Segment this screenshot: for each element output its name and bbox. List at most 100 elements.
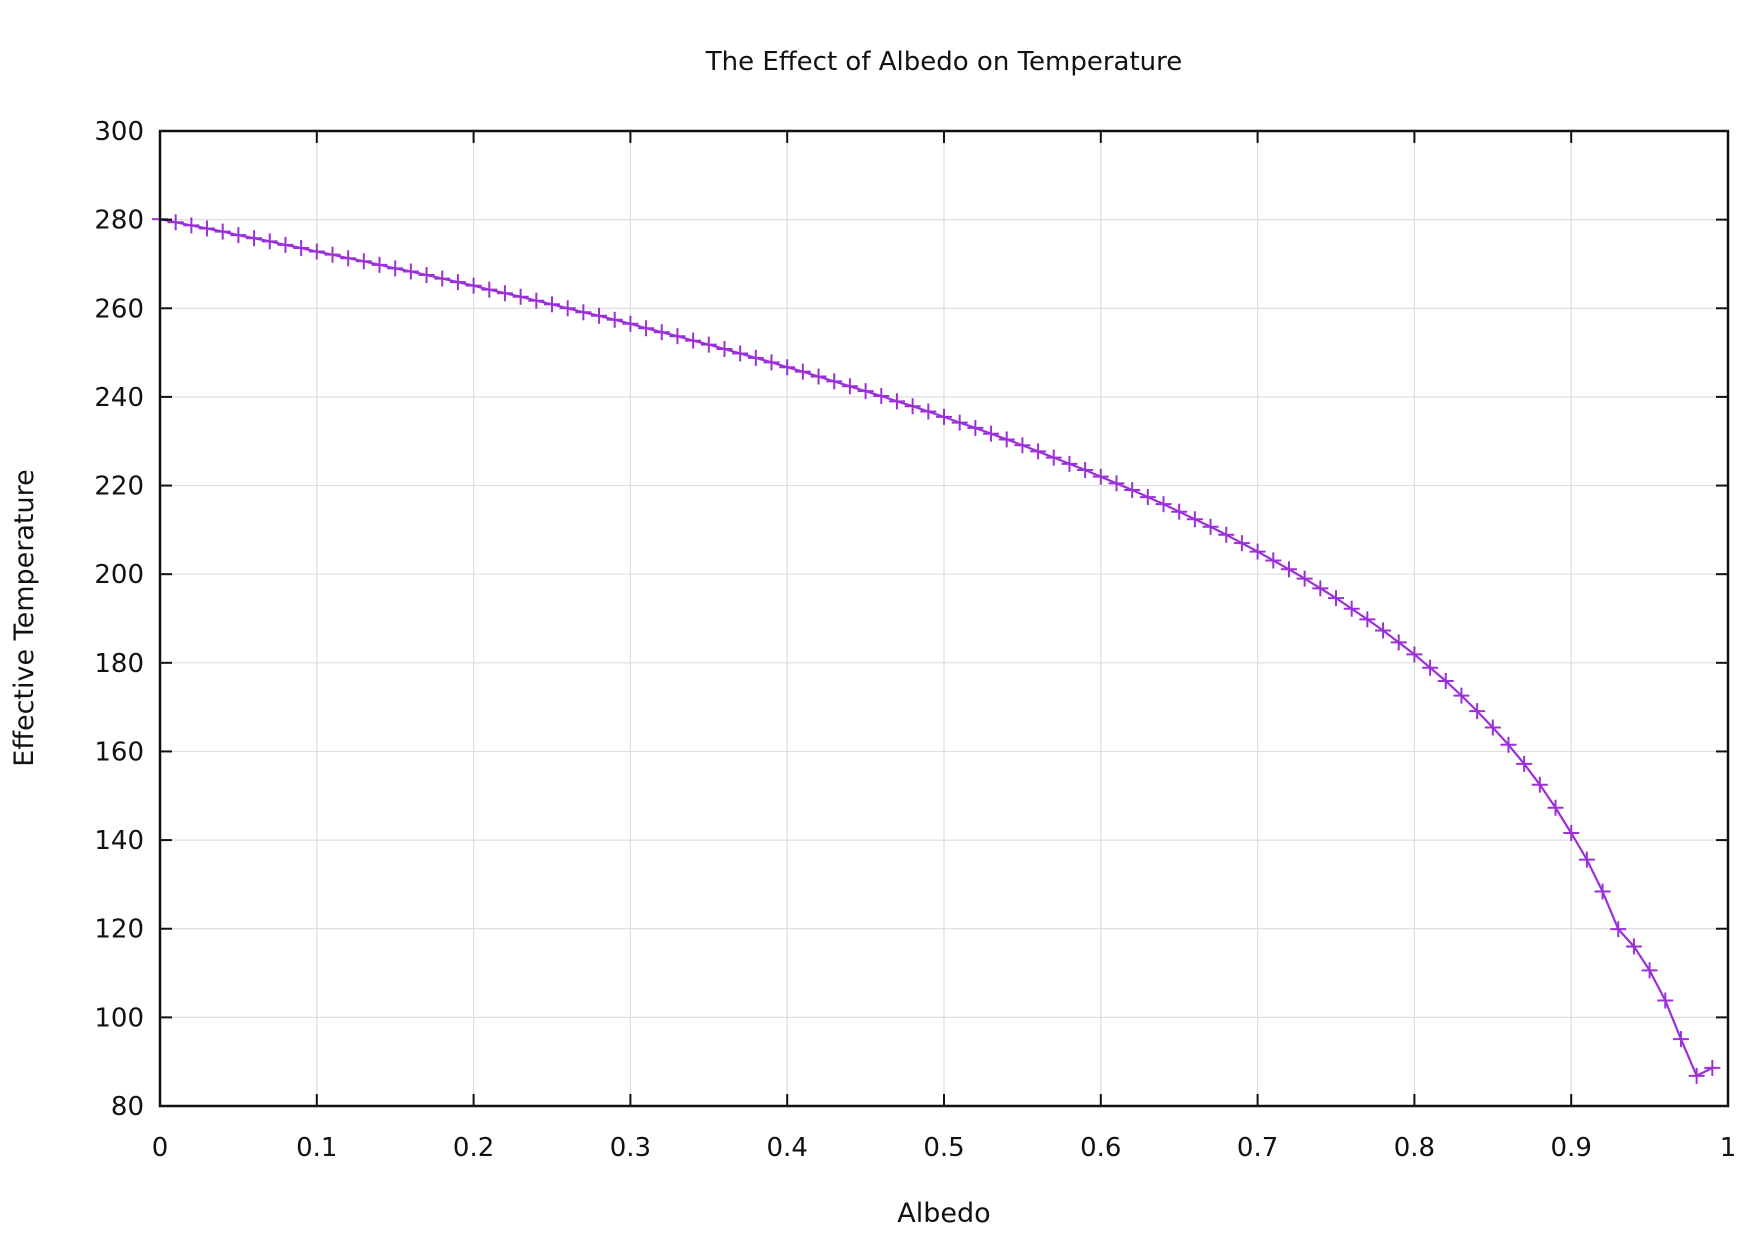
x-tick-label: 0.5 [923, 1133, 964, 1163]
data-point-marker [998, 431, 1015, 448]
data-point-marker [465, 277, 482, 294]
data-point-marker [888, 393, 905, 410]
y-tick-label: 220 [94, 472, 144, 502]
data-point-marker [1265, 552, 1282, 569]
data-point-marker [1422, 659, 1439, 676]
data-point-marker [1030, 443, 1047, 460]
data-point-marker [214, 223, 231, 240]
data-point-marker [1375, 622, 1392, 639]
data-point-marker [1594, 883, 1611, 900]
data-point-marker [700, 336, 717, 353]
y-tick-label: 80 [111, 1092, 144, 1122]
data-point-marker [1390, 634, 1407, 651]
data-point-marker [1328, 590, 1344, 607]
data-point-marker [1061, 455, 1078, 472]
data-point-marker [544, 296, 560, 313]
data-point-marker [967, 419, 984, 436]
x-tick-label: 0.7 [1237, 1133, 1278, 1163]
grid [160, 131, 1728, 1106]
data-point-marker [1657, 992, 1674, 1009]
data-point-marker [763, 354, 780, 371]
data-point-marker [418, 267, 435, 284]
data-point-marker [1171, 503, 1188, 520]
data-point-marker [1359, 611, 1376, 628]
data-point-marker [747, 349, 764, 366]
data-point-marker [951, 414, 968, 431]
data-point-marker [1155, 496, 1172, 513]
data-point-marker [1610, 921, 1627, 938]
data-point-marker [481, 281, 498, 298]
data-point-marker [1218, 526, 1235, 543]
data-point-marker [1202, 518, 1219, 535]
data-point-marker [1688, 1067, 1705, 1084]
data-point-marker [512, 288, 529, 305]
data-point-marker [1484, 719, 1501, 736]
data-point-marker [308, 243, 325, 260]
data-point-marker [449, 274, 466, 291]
x-tick-label: 0 [152, 1133, 169, 1163]
data-point-marker [1014, 437, 1031, 454]
x-tick-label: 0.2 [453, 1133, 494, 1163]
data-point-marker [246, 230, 263, 247]
data-point-marker [920, 403, 937, 420]
data-point-marker [1704, 1059, 1721, 1076]
y-tick-label: 260 [94, 294, 144, 324]
data-point-marker [1186, 511, 1203, 528]
data-point-marker [387, 260, 404, 277]
x-tick-label: 0.3 [610, 1133, 651, 1163]
y-tick-label: 140 [94, 826, 144, 856]
data-point-marker [1406, 646, 1423, 663]
data-point-marker [1312, 580, 1329, 597]
data-point-marker [653, 324, 670, 341]
y-tick-label: 280 [94, 206, 144, 236]
data-point-marker [261, 233, 278, 250]
x-tick-label: 0.9 [1551, 1133, 1592, 1163]
data-point-marker [1233, 535, 1250, 552]
data-point-marker [1641, 962, 1658, 979]
series-line [159, 218, 1713, 1078]
ticks: 0 0.1 0.2 0.3 0.4 0.5 0.6 0.7 0.8 0.9 180100120140… [94, 117, 1736, 1163]
data-point-marker [1124, 481, 1141, 498]
data-point-marker [1296, 570, 1313, 587]
y-tick-label: 160 [94, 737, 144, 767]
data-point-marker [810, 368, 827, 385]
data-point-marker [779, 359, 796, 376]
data-point-marker [324, 246, 341, 263]
data-point-marker [669, 328, 686, 345]
data-point-marker [716, 341, 733, 358]
x-tick-label: 0.1 [296, 1133, 337, 1163]
x-tick-label: 1 [1720, 1133, 1737, 1163]
data-point-marker [1469, 703, 1486, 720]
y-tick-label: 100 [94, 1003, 144, 1033]
chart-title: The Effect of Albedo on Temperature [705, 47, 1183, 77]
data-point-marker [167, 214, 184, 231]
data-point-marker [1516, 755, 1533, 772]
data-point-marker [1437, 672, 1454, 689]
data-point-marker [1045, 449, 1062, 466]
data-point-marker [183, 217, 200, 234]
y-tick-label: 300 [94, 117, 144, 147]
data-point-marker [1500, 736, 1517, 753]
data-point-marker [496, 285, 513, 302]
data-point-marker [559, 300, 576, 317]
y-tick-label: 240 [94, 383, 144, 413]
data-point-marker [528, 292, 545, 309]
data-point-marker [230, 227, 247, 244]
data-point-marker [293, 240, 310, 256]
data-point-marker [1139, 489, 1156, 506]
data-point-marker [638, 320, 655, 337]
data-point-marker [340, 250, 357, 267]
data-point-marker [1108, 475, 1125, 492]
data-point-marker [841, 378, 858, 395]
y-axis-label: Effective Temperature [9, 469, 40, 766]
x-axis-label: Albedo [897, 1198, 990, 1229]
data-point-marker [685, 332, 702, 349]
data-point-marker [1578, 851, 1595, 868]
x-tick-label: 0.4 [767, 1133, 808, 1163]
data-point-marker [1077, 462, 1094, 479]
data-point-marker [199, 220, 216, 237]
data-point-marker [983, 425, 1000, 442]
x-tick-label: 0.8 [1394, 1133, 1435, 1163]
data-point-marker [1092, 468, 1109, 485]
